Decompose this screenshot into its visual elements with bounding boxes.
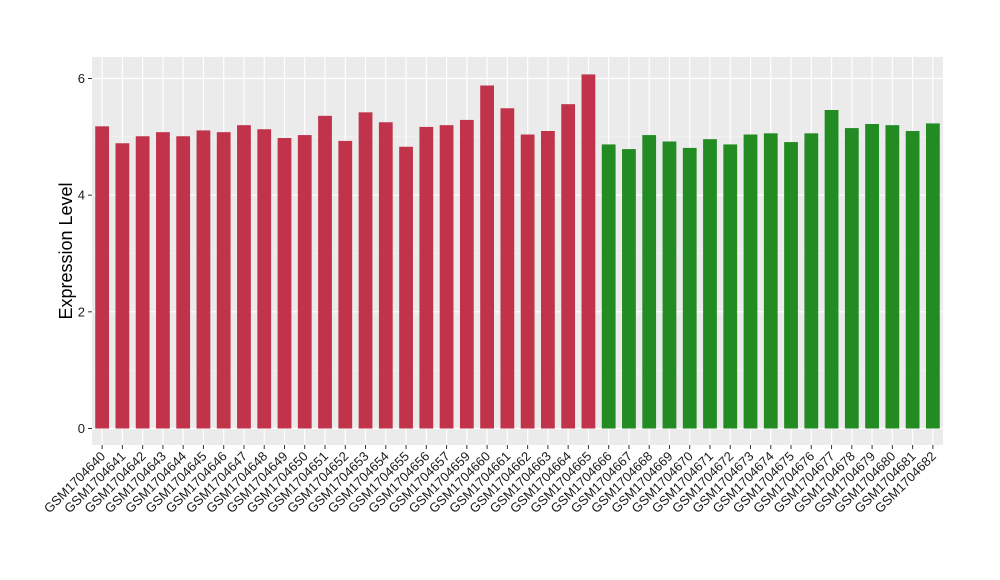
bar-GSM1704642 xyxy=(135,136,150,429)
bar-GSM1704677 xyxy=(824,110,839,429)
bar-GSM1704645 xyxy=(196,130,211,429)
bar-GSM1704679 xyxy=(865,124,879,429)
bar-GSM1704671 xyxy=(703,139,717,429)
bar-GSM1704647 xyxy=(237,125,251,429)
bar-GSM1704663 xyxy=(541,131,555,429)
bar-GSM1704669 xyxy=(662,141,677,429)
x-axis: GSM1704640GSM1704641GSM1704642GSM1704643… xyxy=(41,445,939,516)
y-axis: 0 2 4 6 xyxy=(78,71,92,436)
bar-GSM1704643 xyxy=(156,132,170,429)
y-tick-label: 4 xyxy=(78,188,85,203)
bar-GSM1704640 xyxy=(95,126,110,429)
bar-GSM1704662 xyxy=(520,134,535,429)
bar-GSM1704670 xyxy=(682,147,697,429)
bar-GSM1704659 xyxy=(459,119,474,429)
bar-GSM1704667 xyxy=(622,149,636,429)
bar-GSM1704672 xyxy=(723,144,738,429)
bar-GSM1704675 xyxy=(784,142,798,429)
bar-GSM1704649 xyxy=(277,138,292,429)
bar-GSM1704646 xyxy=(216,132,231,429)
bar-GSM1704648 xyxy=(257,129,272,429)
bar-GSM1704653 xyxy=(358,112,373,429)
y-tick-label: 0 xyxy=(78,421,85,436)
bar-GSM1704641 xyxy=(115,143,130,429)
bar-GSM1704680 xyxy=(885,125,900,429)
bar-GSM1704668 xyxy=(642,135,657,429)
bar-GSM1704673 xyxy=(743,134,758,429)
bar-GSM1704655 xyxy=(399,146,413,429)
bars xyxy=(95,74,940,429)
bar-GSM1704656 xyxy=(419,126,434,429)
bar-GSM1704660 xyxy=(480,85,494,429)
bar-GSM1704666 xyxy=(601,144,616,429)
bar-GSM1704644 xyxy=(176,136,191,429)
bar-GSM1704650 xyxy=(297,135,312,429)
plot-panel xyxy=(92,57,943,445)
y-tick-label: 6 xyxy=(78,71,85,86)
bar-GSM1704682 xyxy=(925,123,940,429)
bar-GSM1704657 xyxy=(439,125,454,429)
bar-GSM1704654 xyxy=(378,122,393,429)
bar-GSM1704664 xyxy=(561,104,576,429)
bar-GSM1704674 xyxy=(763,133,778,429)
bar-GSM1704681 xyxy=(905,131,920,429)
bar-GSM1704676 xyxy=(804,133,819,429)
bar-GSM1704678 xyxy=(844,128,859,429)
bar-GSM1704665 xyxy=(581,74,596,429)
bar-GSM1704661 xyxy=(500,108,515,429)
y-axis-title: Expression Level xyxy=(56,182,76,319)
bar-GSM1704651 xyxy=(318,115,332,429)
bar-GSM1704652 xyxy=(338,140,353,429)
y-tick-label: 2 xyxy=(78,304,85,319)
